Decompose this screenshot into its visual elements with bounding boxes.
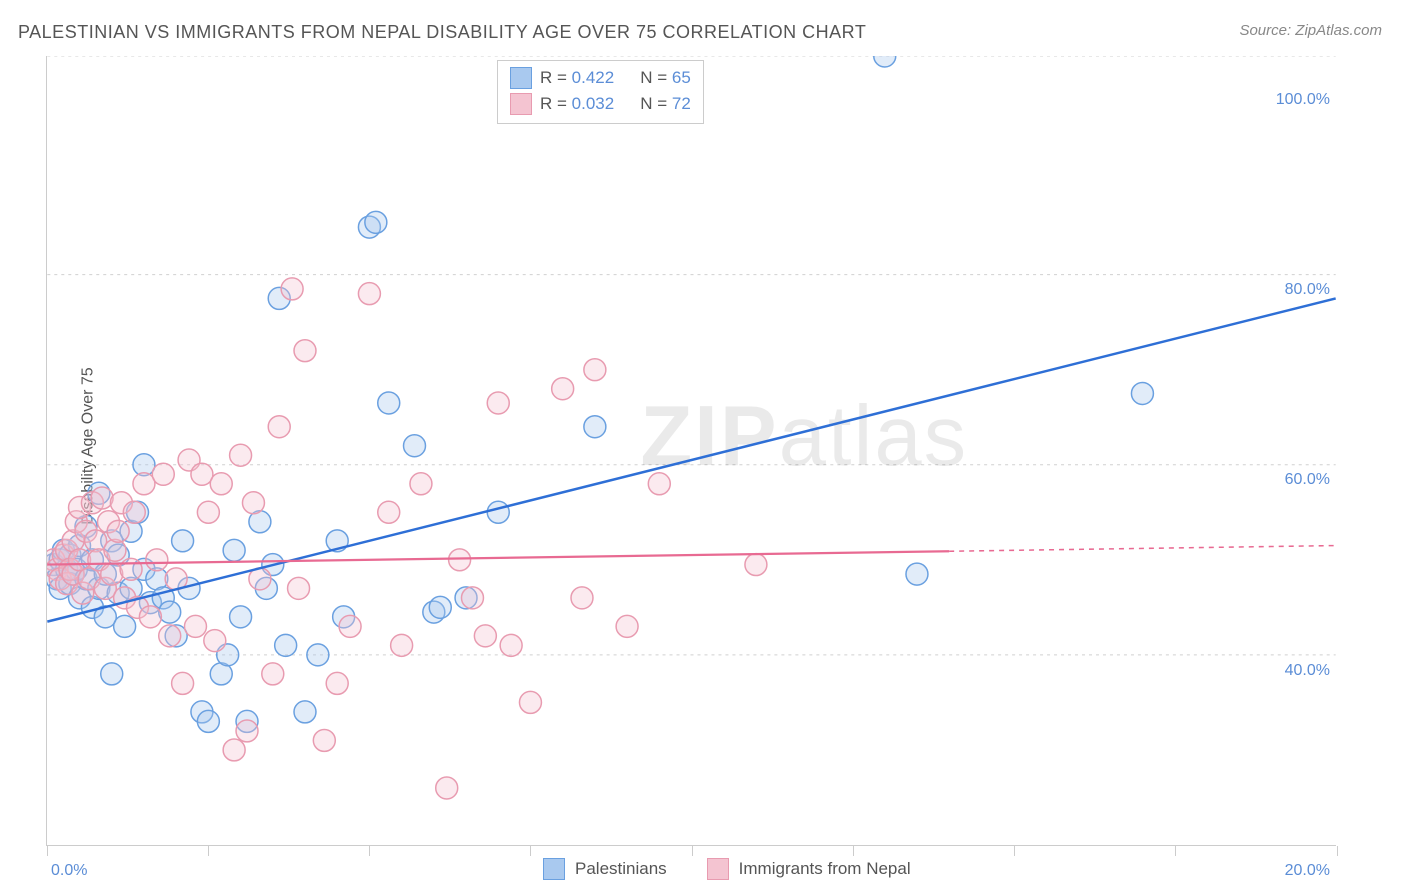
plot-area: ZIPatlas R = 0.422N = 65R = 0.032N = 72 …: [46, 56, 1336, 846]
x-tick-label: 0.0%: [51, 862, 87, 880]
legend-swatch: [510, 67, 532, 89]
watermark: ZIPatlas: [640, 388, 968, 486]
correlation-legend: R = 0.422 N = 65 R = 0.032 N = 72: [497, 60, 704, 124]
legend-stat-r: R = 0.032: [540, 94, 614, 114]
y-tick-label: 80.0%: [1285, 281, 1330, 299]
legend-stat-n: N = 65: [640, 68, 691, 88]
legend-swatch: [510, 93, 532, 115]
legend-swatch: [543, 858, 565, 880]
legend-series-label: Palestinians: [575, 859, 667, 879]
trend-lines: [47, 56, 1336, 845]
legend-swatch: [707, 858, 729, 880]
series-legend: Palestinians Immigrants from Nepal: [543, 858, 941, 880]
legend-stat-r: R = 0.422: [540, 68, 614, 88]
gridlines: [47, 56, 1336, 845]
y-tick-label: 100.0%: [1276, 91, 1330, 109]
legend-row: R = 0.422 N = 65: [510, 65, 691, 91]
legend-row: R = 0.032 N = 72: [510, 91, 691, 117]
legend-series-label: Immigrants from Nepal: [739, 859, 911, 879]
chart-title: PALESTINIAN VS IMMIGRANTS FROM NEPAL DIS…: [18, 22, 866, 43]
y-tick-label: 40.0%: [1285, 662, 1330, 680]
x-tick-label: 20.0%: [1285, 862, 1330, 880]
legend-stat-n: N = 72: [640, 94, 691, 114]
scatter-points: [47, 56, 1336, 845]
source-attribution: Source: ZipAtlas.com: [1239, 22, 1382, 39]
y-tick-label: 60.0%: [1285, 471, 1330, 489]
